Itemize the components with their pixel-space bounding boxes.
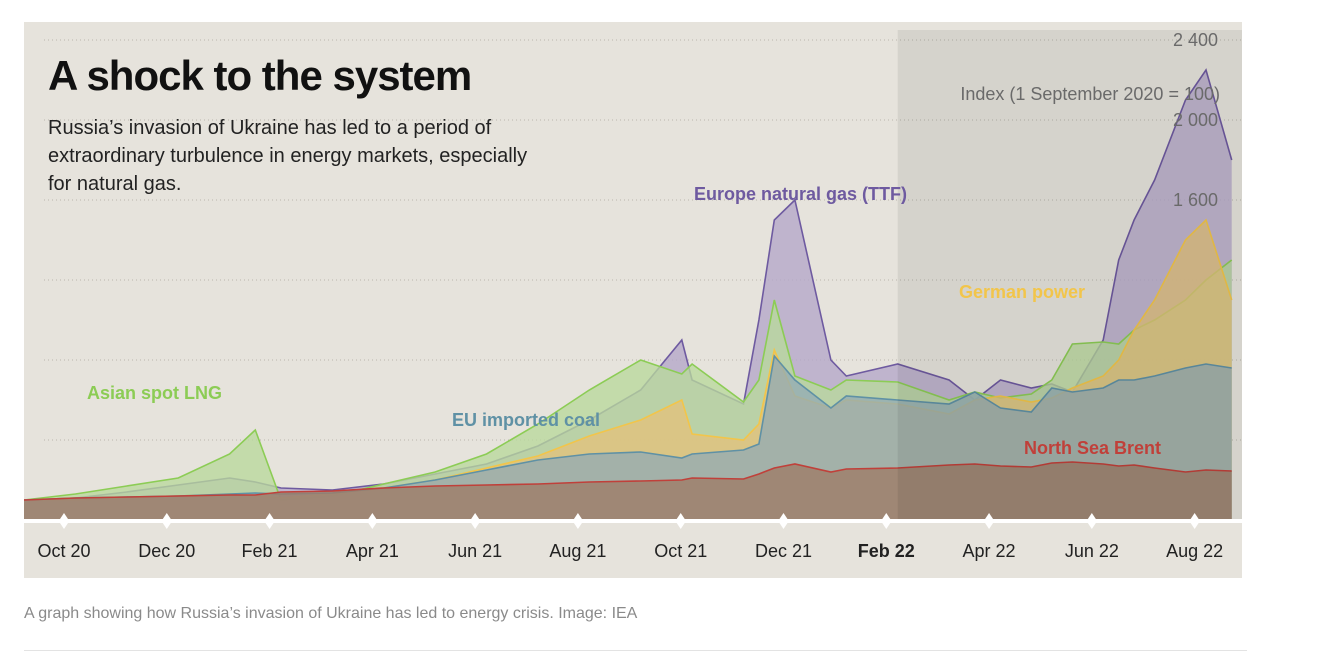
series-label: EU imported coal <box>452 410 600 430</box>
x-tick-mark <box>368 513 377 519</box>
x-tick-mark <box>162 513 171 519</box>
x-tick-mark <box>60 513 68 519</box>
chart-subtitle: Russia’s invasion of Ukraine has led to … <box>48 117 528 195</box>
chart-title: A shock to the system <box>48 52 472 99</box>
x-tick-label: Jun 22 <box>1065 541 1119 561</box>
x-tick-mark <box>676 513 685 519</box>
x-tick-mark <box>1087 523 1096 529</box>
x-tick-label: Apr 21 <box>346 541 399 561</box>
y-tick-label: 2 000 <box>1173 110 1218 130</box>
invasion-period-shade <box>897 30 1242 520</box>
x-tick-mark <box>779 513 788 519</box>
x-tick-label: Oct 20 <box>37 541 90 561</box>
x-tick-mark <box>1087 513 1096 519</box>
x-tick-mark <box>1190 513 1199 519</box>
x-axis-band <box>24 520 1242 578</box>
x-tick-mark <box>985 523 994 529</box>
series-label: North Sea Brent <box>1024 438 1161 458</box>
x-tick-mark <box>471 513 480 519</box>
x-tick-label: Apr 22 <box>963 541 1016 561</box>
y-tick-label: 2 400 <box>1173 30 1218 50</box>
x-tick-mark <box>882 513 891 519</box>
x-tick-mark <box>676 523 685 529</box>
x-tick-label: Aug 22 <box>1166 541 1223 561</box>
x-tick-mark <box>1190 523 1199 529</box>
x-tick-mark <box>573 513 582 519</box>
x-tick-mark <box>985 513 994 519</box>
x-tick-mark <box>368 523 377 529</box>
x-tick-mark <box>471 523 480 529</box>
x-tick-label: Dec 21 <box>755 541 812 561</box>
chart-figure: Oct 20 Dec 20 Feb 21 Apr 21 Jun 21 Aug 21 Oct … <box>24 22 1242 578</box>
y-axis-label: Index (1 September 2020 = 100) <box>960 84 1220 104</box>
x-tick-mark <box>882 523 891 529</box>
x-tick-label: Oct 21 <box>654 541 707 561</box>
x-tick-mark <box>779 523 788 529</box>
x-tick-mark <box>265 513 274 519</box>
series-label: Asian spot LNG <box>87 383 222 403</box>
x-tick-mark <box>573 523 582 529</box>
x-tick-mark <box>265 523 274 529</box>
x-tick-mark <box>162 523 171 529</box>
chart-plot: Oct 20 Dec 20 Feb 21 Apr 21 Jun 21 Aug 21 Oct … <box>24 30 1242 578</box>
series-label: German power <box>959 282 1085 302</box>
series-line <box>24 259 1233 501</box>
series-line <box>24 461 1232 501</box>
x-tick-mark <box>60 523 68 529</box>
x-tick-label: Jun 21 <box>448 541 502 561</box>
image-caption: A graph showing how Russia’s invasion of… <box>24 605 638 622</box>
series-area <box>24 462 1232 520</box>
x-tick-label: Dec 20 <box>138 541 195 561</box>
x-tick-label: Feb 21 <box>242 541 298 561</box>
y-tick-label: 1 600 <box>1173 190 1218 210</box>
x-tick-label: Feb 22 <box>858 541 915 561</box>
series-label: Europe natural gas (TTF) <box>694 184 907 204</box>
divider <box>24 650 1247 651</box>
x-tick-label: Aug 21 <box>549 541 606 561</box>
